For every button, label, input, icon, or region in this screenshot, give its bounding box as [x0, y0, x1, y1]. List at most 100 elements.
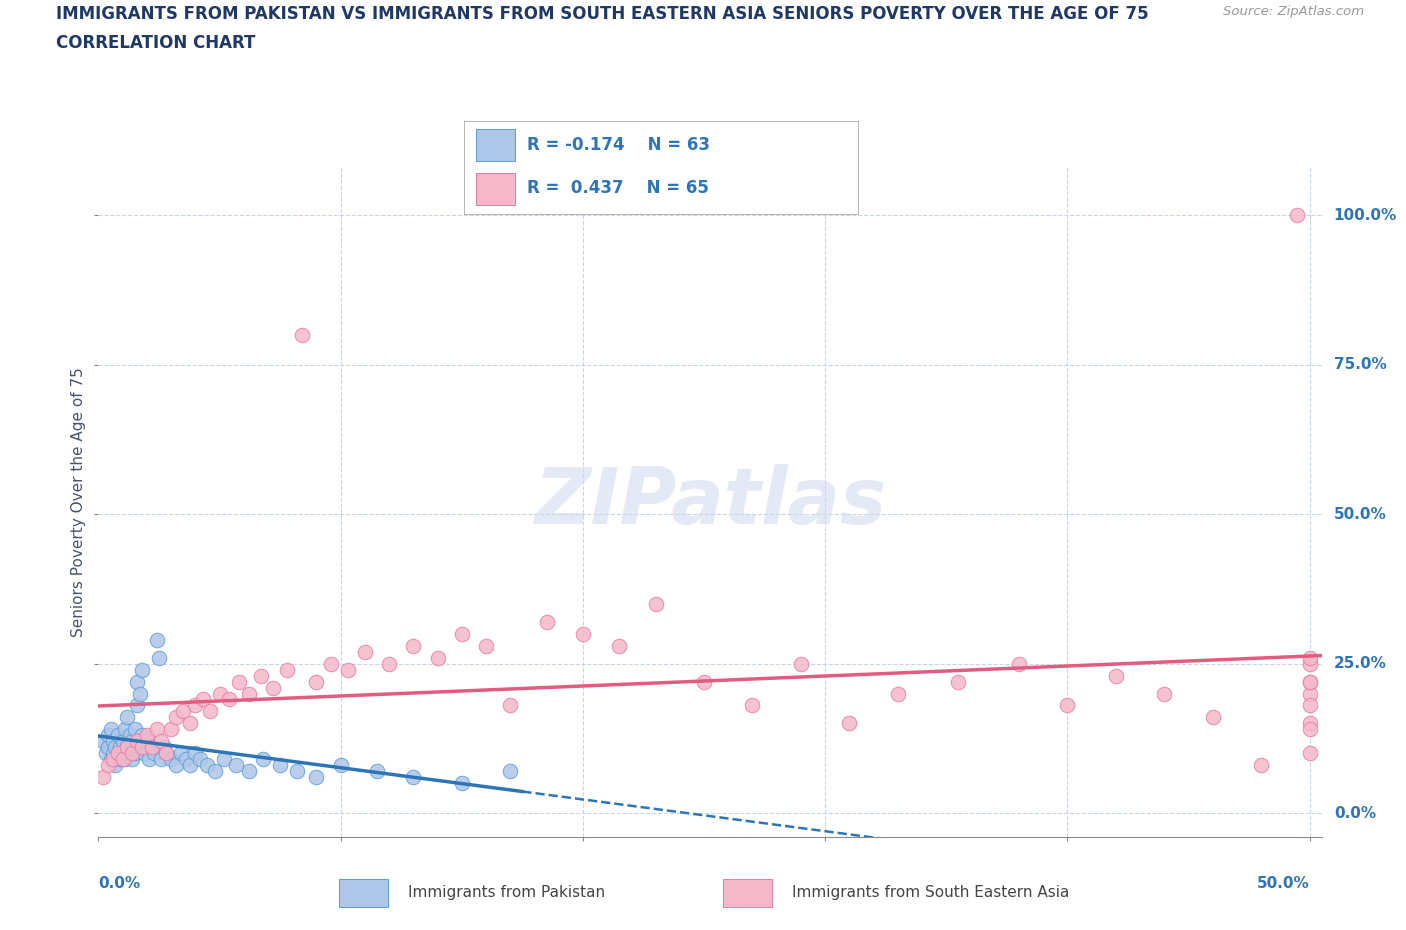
Point	[148, 650, 170, 665]
Point	[238, 764, 260, 778]
Point	[426, 650, 449, 665]
Point	[450, 626, 472, 641]
Point	[100, 722, 122, 737]
Point	[127, 734, 149, 749]
Point	[165, 710, 187, 724]
Point	[1298, 698, 1320, 713]
Point	[111, 751, 134, 766]
Point	[208, 686, 231, 701]
Point	[354, 644, 377, 659]
Point	[131, 662, 153, 677]
Point	[160, 751, 183, 766]
Point	[118, 728, 141, 743]
Point	[1008, 657, 1031, 671]
Point	[111, 746, 134, 761]
Point	[155, 746, 177, 761]
Point	[1153, 686, 1175, 701]
Point	[114, 751, 136, 766]
Point	[329, 758, 352, 773]
Point	[319, 657, 342, 671]
Point	[145, 632, 167, 647]
Point	[143, 746, 166, 761]
Point	[150, 751, 173, 766]
Point	[450, 776, 472, 790]
Point	[1201, 710, 1223, 724]
Point	[170, 746, 193, 761]
FancyBboxPatch shape	[723, 879, 772, 907]
Point	[285, 764, 308, 778]
Point	[172, 704, 194, 719]
Point	[135, 734, 157, 749]
Point	[127, 674, 149, 689]
Point	[305, 674, 328, 689]
Point	[104, 758, 127, 773]
Point	[91, 770, 114, 785]
Point	[276, 662, 298, 677]
Point	[135, 728, 157, 743]
Point	[191, 692, 214, 707]
Point	[499, 698, 522, 713]
Point	[121, 751, 143, 766]
Point	[127, 698, 149, 713]
Point	[887, 686, 910, 701]
Point	[214, 751, 236, 766]
Point	[114, 722, 136, 737]
Point	[188, 751, 211, 766]
Point	[262, 680, 284, 695]
Point	[141, 740, 163, 755]
FancyBboxPatch shape	[475, 129, 515, 161]
Text: IMMIGRANTS FROM PAKISTAN VS IMMIGRANTS FROM SOUTH EASTERN ASIA SENIORS POVERTY O: IMMIGRANTS FROM PAKISTAN VS IMMIGRANTS F…	[56, 5, 1149, 22]
FancyBboxPatch shape	[339, 879, 388, 907]
Point	[104, 740, 127, 755]
Point	[225, 758, 247, 773]
Point	[121, 734, 143, 749]
Point	[228, 674, 250, 689]
Point	[111, 734, 134, 749]
Point	[145, 722, 167, 737]
Text: 75.0%: 75.0%	[1334, 357, 1386, 372]
Point	[150, 734, 173, 749]
Point	[536, 615, 558, 630]
Point	[101, 734, 124, 749]
Point	[948, 674, 970, 689]
Point	[141, 740, 163, 755]
Point	[97, 740, 120, 755]
Point	[97, 758, 120, 773]
Text: R =  0.437    N = 65: R = 0.437 N = 65	[527, 179, 709, 197]
Text: 100.0%: 100.0%	[1334, 207, 1398, 222]
Point	[607, 638, 630, 653]
Point	[197, 758, 219, 773]
Point	[179, 716, 201, 731]
Point	[1056, 698, 1078, 713]
Point	[644, 596, 666, 611]
Point	[121, 746, 143, 761]
Point	[107, 746, 129, 761]
Point	[118, 746, 141, 761]
Point	[128, 740, 150, 755]
Point	[1298, 722, 1320, 737]
Point	[249, 668, 271, 683]
Text: Immigrants from South Eastern Asia: Immigrants from South Eastern Asia	[792, 885, 1069, 900]
Point	[1298, 650, 1320, 665]
Point	[269, 758, 291, 773]
Point	[366, 764, 388, 778]
Point	[94, 746, 117, 761]
Text: 0.0%: 0.0%	[98, 876, 141, 891]
Point	[291, 327, 314, 342]
Point	[153, 740, 176, 755]
Text: Immigrants from Pakistan: Immigrants from Pakistan	[408, 885, 605, 900]
FancyBboxPatch shape	[475, 173, 515, 205]
Point	[184, 746, 207, 761]
Point	[838, 716, 860, 731]
Point	[107, 746, 129, 761]
Text: 25.0%: 25.0%	[1334, 657, 1386, 671]
Point	[790, 657, 813, 671]
Point	[91, 734, 114, 749]
Point	[499, 764, 522, 778]
Point	[1298, 674, 1320, 689]
Point	[131, 728, 153, 743]
Point	[1286, 207, 1309, 222]
Point	[1298, 657, 1320, 671]
Point	[475, 638, 498, 653]
Point	[107, 728, 129, 743]
